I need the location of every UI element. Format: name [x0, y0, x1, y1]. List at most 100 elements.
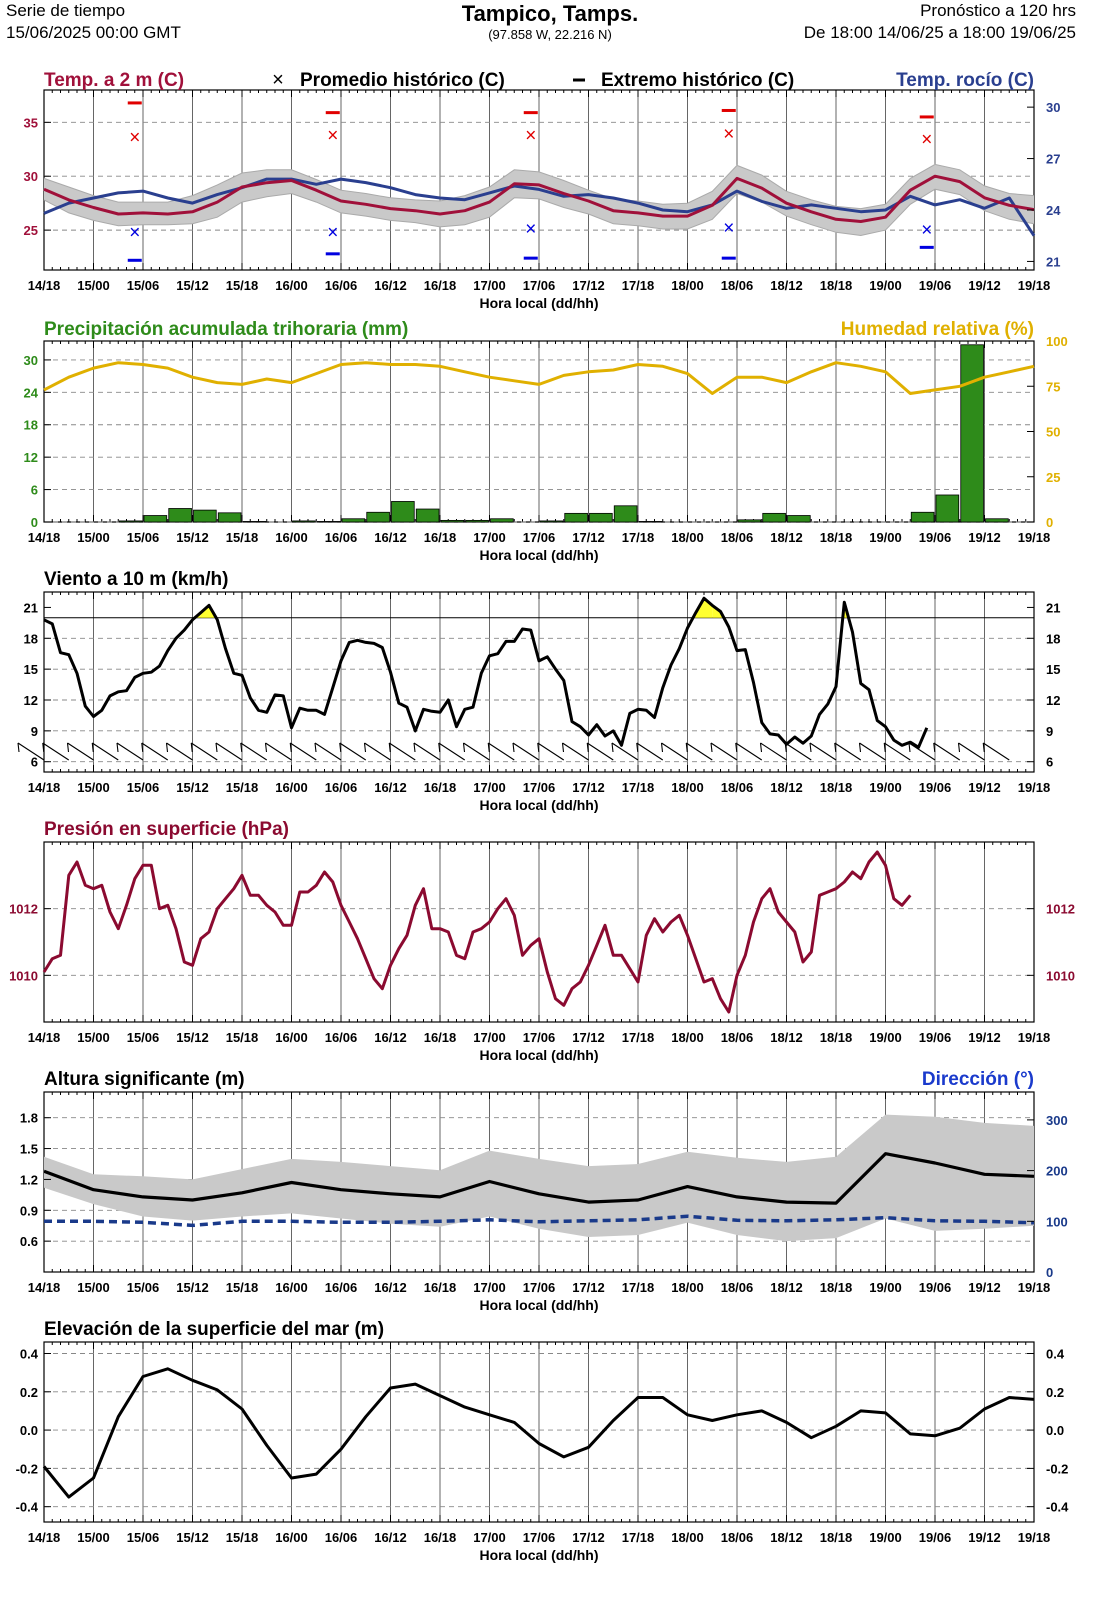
x-tick-label: 15/00: [77, 1280, 110, 1295]
wind-barb-feather: [512, 742, 515, 753]
x-tick-label: 19/06: [919, 278, 952, 293]
precip-bar: [935, 494, 960, 523]
y-tick-label-left: 0.2: [20, 1385, 38, 1400]
x-tick-label: 18/12: [770, 530, 803, 545]
x-tick-label: 15/00: [77, 278, 110, 293]
x-tick-label: 16/06: [325, 1280, 358, 1295]
x-tick-label: 18/18: [820, 1530, 853, 1545]
x-tick-label: 18/18: [820, 1030, 853, 1045]
precip-bar: [193, 509, 217, 523]
wind-barb: [859, 742, 886, 761]
x-tick-label: 18/12: [770, 1530, 803, 1545]
wind-exceed-fill: [704, 598, 713, 618]
historical-mean-marker: ×: [525, 125, 536, 146]
x-tick-label: 17/18: [622, 1280, 655, 1295]
wind-barb-feather: [537, 742, 540, 753]
x-tick-label: 18/06: [721, 530, 754, 545]
precip-bar: [242, 521, 267, 523]
y-tick-label-right: 9: [1046, 724, 1053, 739]
x-tick-label: 15/06: [127, 780, 160, 795]
x-tick-label: 16/18: [424, 530, 457, 545]
x-tick-label: 16/06: [325, 1530, 358, 1545]
y-tick-label-left: 30: [24, 353, 38, 368]
precip-bar: [292, 520, 316, 523]
legend-extreme-label: Extremo histórico (C): [601, 70, 794, 91]
wind-barb-feather: [487, 742, 490, 753]
header-left: Serie de tiempo 15/06/2025 00:00 GMT: [6, 0, 181, 44]
precip-bar: [564, 512, 588, 523]
wind-barb-feather: [561, 742, 565, 753]
wind-barb: [784, 742, 812, 761]
x-tick-label: 18/06: [721, 780, 754, 795]
humidity-line: [43, 361, 1035, 395]
historical-mean-marker: ×: [723, 124, 734, 145]
x-tick-label: 17/18: [622, 1030, 655, 1045]
x-tick-label: 15/12: [176, 1530, 209, 1545]
wind-barb-feather: [363, 742, 367, 753]
x-tick-label: 19/12: [968, 1280, 1001, 1295]
wind-barb: [364, 742, 391, 761]
wind-barb: [17, 742, 45, 761]
wind-barb-feather: [438, 742, 441, 753]
y-tick-label-left: 1012: [9, 902, 38, 917]
y-tick-label-right: 27: [1046, 152, 1060, 167]
wind-barb-feather: [660, 742, 664, 753]
x-tick-label: 19/00: [869, 278, 902, 293]
precip-bar: [316, 521, 341, 523]
y-tick-label-right: 1010: [1046, 968, 1075, 983]
historical-mean-marker: ×: [327, 125, 338, 146]
precip-bar: [985, 518, 1009, 523]
wind-barb-feather: [933, 742, 936, 753]
x-tick-label: 16/12: [374, 278, 407, 293]
x-tick-label: 14/18: [28, 780, 61, 795]
location-title: Tampico, Tamps.: [461, 1, 639, 26]
x-tick-label: 16/12: [374, 780, 407, 795]
forecast-range-label: Pronóstico a 120 hrs: [920, 1, 1076, 20]
y-tick-label-left: 6: [31, 483, 38, 498]
x-tick-label: 19/18: [1018, 780, 1051, 795]
y-tick-label-left: 9: [31, 724, 38, 739]
wind-barb-feather: [289, 742, 292, 753]
x-tick-label: 17/12: [572, 278, 605, 293]
x-tick-label: 18/12: [770, 1030, 803, 1045]
wind-barb-feather: [17, 742, 20, 753]
x-tick-label: 16/18: [424, 278, 457, 293]
wind-barb-feather: [809, 742, 812, 753]
y-tick-label-left: 25: [24, 223, 38, 238]
y-tick-label-left: 24: [24, 385, 39, 400]
x-tick-label: 14/18: [28, 530, 61, 545]
x-tick-label: 15/12: [176, 530, 209, 545]
wind-barb: [438, 742, 466, 761]
x-tick-label: 15/06: [127, 1030, 160, 1045]
precip-bar: [168, 508, 192, 523]
wind-barb-feather: [908, 742, 911, 753]
wind-barb-feather: [42, 742, 45, 753]
wave-direction-title: Dirección (°): [922, 1069, 1034, 1090]
x-tick-label: 15/18: [226, 530, 259, 545]
y-tick-label-right: 30: [1046, 100, 1060, 115]
wind-barb: [240, 742, 268, 761]
wave-panel: 14/18 15/00 15/06 15/12 15/18 16/00 16/06 16/12…: [20, 1069, 1068, 1313]
x-tick-label: 19/06: [919, 1280, 952, 1295]
wind-barb-feather: [636, 742, 639, 753]
x-tick-label: 17/00: [473, 530, 506, 545]
wind-barb-feather: [710, 742, 713, 753]
y-tick-label-right: 12: [1046, 693, 1060, 708]
x-axis-label: Hora local (dd/hh): [480, 1047, 599, 1063]
precip-bar: [415, 508, 440, 523]
x-tick-label: 15/00: [77, 1530, 110, 1545]
wind-barb: [958, 742, 985, 761]
x-tick-label: 15/12: [176, 780, 209, 795]
x-tick-label: 19/00: [869, 780, 902, 795]
wind-barb-feather: [611, 742, 614, 753]
y-tick-label-right: -0.2: [1046, 1461, 1068, 1476]
y-tick-label-right: 1012: [1046, 902, 1075, 917]
x-tick-label: 15/00: [77, 1030, 110, 1045]
y-tick-label-left: -0.2: [16, 1461, 38, 1476]
x-tick-label: 17/12: [572, 1280, 605, 1295]
wind-barb-feather: [685, 742, 688, 753]
x-tick-label: 15/12: [176, 1030, 209, 1045]
x-tick-label: 18/18: [820, 530, 853, 545]
wind-barb: [710, 742, 738, 761]
series-type-label: Serie de tiempo: [6, 1, 126, 20]
